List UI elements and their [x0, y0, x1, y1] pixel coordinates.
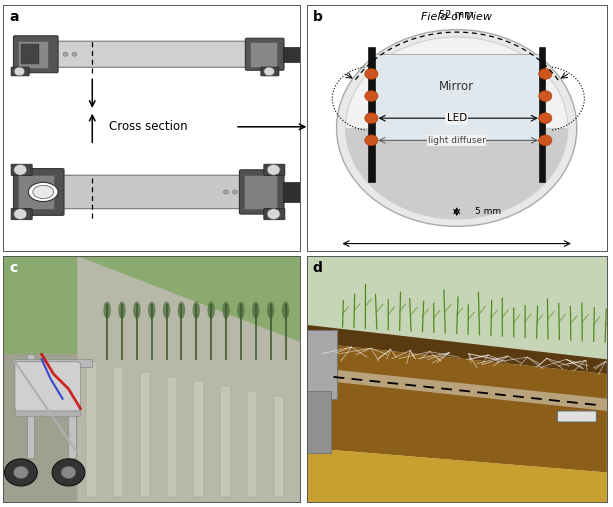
- Text: 5 mm: 5 mm: [474, 207, 501, 216]
- Polygon shape: [306, 325, 607, 374]
- Circle shape: [267, 209, 280, 220]
- Polygon shape: [306, 342, 607, 473]
- Ellipse shape: [133, 302, 140, 319]
- Circle shape: [232, 190, 237, 194]
- FancyBboxPatch shape: [245, 38, 284, 70]
- Circle shape: [365, 135, 378, 146]
- Circle shape: [539, 68, 552, 79]
- Bar: [220, 386, 230, 497]
- Bar: [373, 54, 541, 140]
- Text: d: d: [313, 261, 322, 275]
- Ellipse shape: [118, 302, 126, 319]
- Polygon shape: [306, 448, 607, 502]
- Bar: [3, 354, 300, 502]
- Text: c: c: [9, 261, 17, 275]
- Circle shape: [13, 209, 27, 220]
- Ellipse shape: [207, 302, 215, 319]
- FancyBboxPatch shape: [54, 41, 261, 67]
- Ellipse shape: [178, 302, 185, 319]
- Circle shape: [61, 466, 76, 479]
- Circle shape: [224, 190, 229, 194]
- Bar: [250, 42, 276, 66]
- Circle shape: [4, 459, 37, 486]
- Bar: [18, 41, 48, 68]
- Circle shape: [365, 91, 378, 101]
- Text: 70 mm: 70 mm: [438, 256, 475, 266]
- Text: Cross section: Cross section: [109, 120, 187, 133]
- Text: Field of View: Field of View: [421, 13, 492, 22]
- Text: 52 mm: 52 mm: [440, 10, 474, 20]
- Bar: [21, 45, 39, 64]
- FancyBboxPatch shape: [240, 170, 284, 214]
- FancyBboxPatch shape: [13, 36, 58, 73]
- Bar: [283, 182, 300, 202]
- Bar: [306, 330, 337, 399]
- Circle shape: [13, 466, 28, 479]
- Circle shape: [346, 37, 568, 219]
- Circle shape: [365, 68, 378, 79]
- Circle shape: [337, 29, 577, 226]
- Bar: [167, 377, 177, 497]
- Text: b: b: [313, 10, 322, 24]
- FancyBboxPatch shape: [264, 164, 285, 175]
- Circle shape: [14, 67, 25, 76]
- Ellipse shape: [104, 302, 111, 319]
- Ellipse shape: [282, 302, 289, 319]
- Bar: [3, 256, 300, 367]
- Bar: [539, 47, 546, 182]
- Ellipse shape: [148, 302, 156, 319]
- Circle shape: [539, 135, 552, 146]
- FancyBboxPatch shape: [264, 208, 285, 220]
- Bar: [15, 359, 93, 367]
- Bar: [69, 359, 76, 458]
- Text: light diffuser: light diffuser: [428, 136, 485, 145]
- Bar: [15, 410, 80, 416]
- Bar: [273, 396, 284, 497]
- Ellipse shape: [267, 302, 275, 319]
- Circle shape: [365, 113, 378, 124]
- Bar: [140, 372, 150, 497]
- Circle shape: [63, 52, 68, 56]
- FancyBboxPatch shape: [557, 411, 596, 422]
- Circle shape: [539, 91, 552, 101]
- Ellipse shape: [163, 302, 170, 319]
- Ellipse shape: [237, 302, 245, 319]
- Bar: [247, 391, 257, 497]
- Text: LED: LED: [446, 113, 467, 123]
- Ellipse shape: [192, 302, 200, 319]
- FancyBboxPatch shape: [11, 67, 29, 76]
- Circle shape: [72, 52, 77, 56]
- Polygon shape: [346, 128, 568, 219]
- FancyBboxPatch shape: [11, 164, 32, 175]
- FancyBboxPatch shape: [54, 175, 261, 209]
- Circle shape: [539, 113, 552, 124]
- Polygon shape: [77, 256, 300, 502]
- Bar: [283, 47, 300, 62]
- Circle shape: [52, 459, 85, 486]
- Ellipse shape: [33, 186, 53, 199]
- Circle shape: [267, 164, 280, 175]
- Text: Mirror: Mirror: [439, 80, 474, 93]
- Ellipse shape: [223, 302, 230, 319]
- Polygon shape: [306, 367, 607, 411]
- Circle shape: [264, 67, 275, 76]
- Ellipse shape: [252, 302, 259, 319]
- Bar: [193, 381, 204, 497]
- Text: a: a: [9, 10, 18, 24]
- Ellipse shape: [28, 183, 58, 202]
- Bar: [368, 47, 375, 182]
- Bar: [306, 391, 330, 453]
- Bar: [18, 175, 53, 209]
- FancyBboxPatch shape: [15, 362, 80, 411]
- Bar: [244, 175, 276, 209]
- FancyBboxPatch shape: [261, 67, 279, 76]
- Bar: [113, 367, 123, 497]
- Bar: [86, 362, 97, 497]
- Bar: [27, 354, 34, 458]
- FancyBboxPatch shape: [13, 169, 64, 215]
- Circle shape: [13, 164, 27, 175]
- FancyBboxPatch shape: [11, 208, 32, 220]
